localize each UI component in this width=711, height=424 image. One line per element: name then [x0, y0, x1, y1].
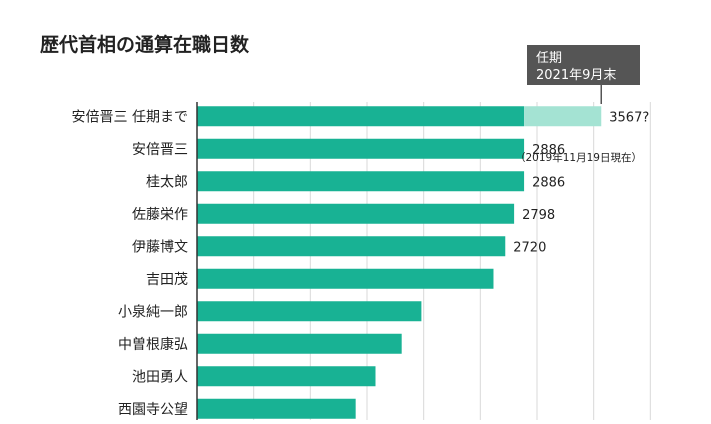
projection-callout: 任期 2021年9月末 [527, 45, 640, 104]
bar [197, 171, 525, 192]
bar [197, 398, 356, 419]
value-label: 2886 [532, 143, 565, 158]
value-label: 2886 [532, 175, 565, 190]
value-labels: 3567? 2886 2886 2798 2720 [513, 110, 649, 255]
category-labels: 安倍晋三 任期まで安倍晋三桂太郎佐藤栄作伊藤博文吉田茂小泉純一郎中曽根康弘池田勇… [72, 109, 188, 418]
bars [197, 106, 602, 419]
callout-box [527, 45, 640, 85]
category-label: 池田勇人 [132, 369, 188, 385]
bar [197, 268, 494, 289]
category-label: 小泉純一郎 [118, 303, 188, 320]
category-label: 吉田茂 [146, 271, 188, 288]
bar [197, 203, 515, 224]
asof-note: （2019年11月19日現在） [515, 151, 642, 164]
value-label: 3567? [609, 110, 649, 125]
bar [197, 366, 376, 387]
category-label: 桂太郎 [146, 174, 188, 190]
bar [197, 333, 402, 354]
callout-line-2: 2021年9月末 [536, 68, 616, 83]
category-label: 安倍晋三 [132, 142, 188, 158]
category-label: 西園寺公望 [118, 402, 188, 418]
bar [197, 138, 525, 159]
category-label: 佐藤栄作 [132, 207, 188, 223]
category-label: 安倍晋三 任期まで [72, 109, 188, 125]
bar-projection [524, 106, 602, 127]
value-label: 2720 [513, 240, 546, 255]
value-label: 2798 [522, 208, 555, 223]
chart-title: 歴代首相の通算在職日数 [40, 33, 250, 56]
category-label: 伊藤博文 [132, 238, 188, 255]
category-label: 中曽根康弘 [118, 336, 188, 353]
bar [197, 236, 506, 257]
bar [197, 106, 525, 127]
callout-line-1: 任期 [536, 51, 562, 66]
bar [197, 301, 422, 322]
